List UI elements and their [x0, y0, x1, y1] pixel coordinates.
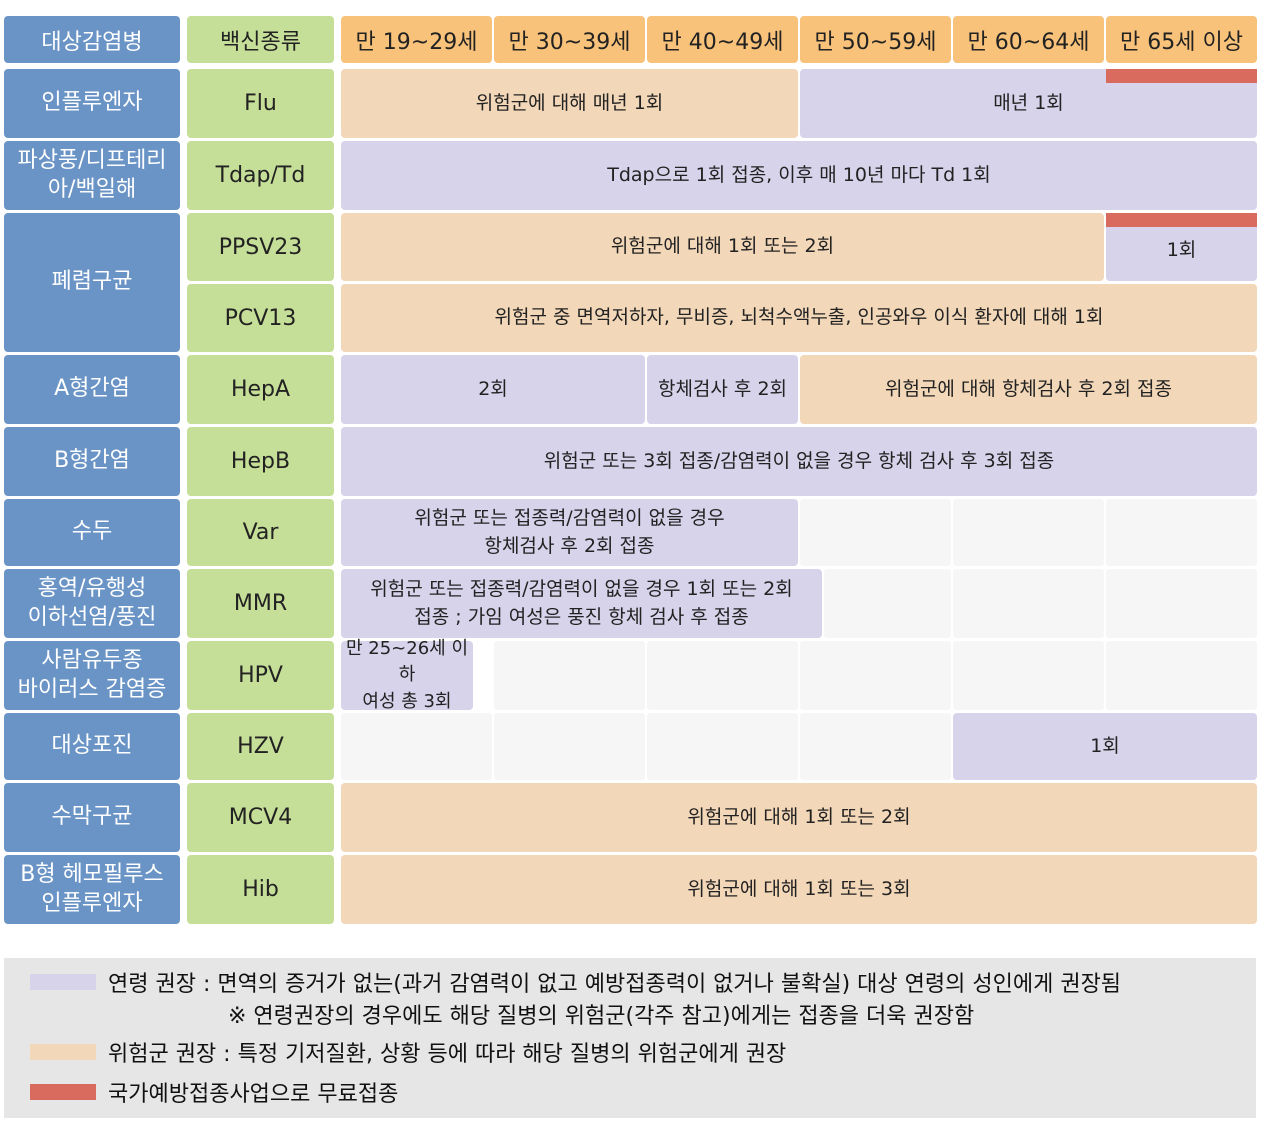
disease-mmr: 홍역/유행성 이하선염/풍진 — [4, 569, 180, 638]
free-vaccination-marker — [1106, 213, 1257, 227]
vaccine-pcv13: PCV13 — [187, 284, 334, 352]
empty-cell — [800, 499, 951, 566]
bar-hib: 위험군에 대해 1회 또는 3회 — [341, 855, 1257, 924]
header-age-60-64: 만 60~64세 — [953, 16, 1104, 63]
bar-mmr: 위험군 또는 접종력/감염력이 없을 경우 1회 또는 2회 접종 ; 가임 여… — [341, 569, 822, 638]
vaccine-ppsv23: PPSV23 — [187, 213, 334, 281]
bar-hepa-age: 2회 — [341, 355, 645, 424]
empty-cell — [953, 641, 1104, 710]
empty-cell — [824, 569, 951, 638]
vaccine-hepa: HepA — [187, 355, 334, 424]
legend-swatch-risk — [30, 1044, 96, 1060]
header-age-50-59: 만 50~59세 — [800, 16, 951, 63]
empty-cell — [953, 569, 1104, 638]
disease-influenza: 인플루엔자 — [4, 69, 180, 138]
header-vaccine: 백신종류 — [187, 16, 334, 63]
empty-cell — [647, 713, 798, 780]
bar-hepb: 위험군 또는 3회 접종/감염력이 없을 경우 항체 검사 후 3회 접종 — [341, 427, 1257, 496]
bar-hepa-age-antibody: 항체검사 후 2회 — [647, 355, 798, 424]
bar-hzv: 1회 — [953, 713, 1257, 780]
empty-cell — [494, 713, 645, 780]
vaccine-flu: Flu — [187, 69, 334, 138]
disease-tdap: 파상풍/디프테리 아/백일해 — [4, 141, 180, 210]
disease-varicella: 수두 — [4, 499, 180, 566]
empty-cell — [1106, 499, 1257, 566]
header-age-40-49: 만 40~49세 — [647, 16, 798, 63]
header-age-65-plus: 만 65세 이상 — [1106, 16, 1257, 63]
empty-cell — [1106, 569, 1257, 638]
disease-hepatitis-a: A형간염 — [4, 355, 180, 424]
bar-flu-risk: 위험군에 대해 매년 1회 — [341, 69, 798, 138]
empty-cell — [800, 641, 951, 710]
bar-ppsv23-risk: 위험군에 대해 1회 또는 2회 — [341, 213, 1104, 281]
legend-swatch-free — [30, 1084, 96, 1100]
free-vaccination-marker — [1106, 69, 1257, 83]
legend: 연령 권장 : 면역의 증거가 없는(과거 감염력이 없고 예방접종력이 없거나… — [4, 958, 1256, 1118]
disease-meningococcal: 수막구균 — [4, 783, 180, 852]
vaccine-hib: Hib — [187, 855, 334, 924]
empty-cell — [341, 713, 492, 780]
vaccine-mcv4: MCV4 — [187, 783, 334, 852]
vaccine-hepb: HepB — [187, 427, 334, 496]
empty-cell — [647, 641, 798, 710]
legend-risk: 위험군 권장 : 특정 기저질환, 상황 등에 따라 해당 질병의 위험군에게 … — [108, 1042, 787, 1067]
bar-pcv13: 위험군 중 면역저하자, 무비증, 뇌척수액누출, 인공와우 이식 환자에 대해… — [341, 284, 1257, 352]
header-age-30-39: 만 30~39세 — [494, 16, 645, 63]
vaccine-var: Var — [187, 499, 334, 566]
vaccine-tdap: Tdap/Td — [187, 141, 334, 210]
empty-cell — [1106, 641, 1257, 710]
bar-hpv: 만 25~26세 이하 여성 총 3회 — [341, 638, 473, 712]
legend-free: 국가예방접종사업으로 무료접종 — [108, 1082, 399, 1107]
disease-pneumococcal: 폐렴구균 — [4, 213, 180, 352]
disease-hib: B형 헤모필루스 인플루엔자 — [4, 855, 180, 924]
header-age-19-29: 만 19~29세 — [341, 16, 492, 63]
vaccine-hpv: HPV — [187, 641, 334, 710]
empty-cell — [953, 499, 1104, 566]
disease-hpv: 사람유두종 바이러스 감염증 — [4, 641, 180, 710]
bar-mcv4: 위험군에 대해 1회 또는 2회 — [341, 783, 1257, 852]
bar-hepa-risk: 위험군에 대해 항체검사 후 2회 접종 — [800, 355, 1257, 424]
empty-cell — [494, 641, 645, 710]
disease-hepatitis-b: B형간염 — [4, 427, 180, 496]
bar-var: 위험군 또는 접종력/감염력이 없을 경우 항체검사 후 2회 접종 — [341, 499, 798, 566]
bar-tdap: Tdap으로 1회 접종, 이후 매 10년 마다 Td 1회 — [341, 141, 1257, 210]
header-disease: 대상감염병 — [4, 16, 180, 63]
vaccine-mmr: MMR — [187, 569, 334, 638]
empty-cell — [800, 713, 951, 780]
vaccine-hzv: HZV — [187, 713, 334, 780]
legend-swatch-age — [30, 974, 96, 990]
disease-zoster: 대상포진 — [4, 713, 180, 780]
legend-age-line2: ※ 연령권장의 경우에도 해당 질병의 위험군(각주 참고)에게는 접종을 더욱… — [228, 1004, 975, 1029]
legend-age-line1: 연령 권장 : 면역의 증거가 없는(과거 감염력이 없고 예방접종력이 없거나… — [108, 972, 1122, 997]
